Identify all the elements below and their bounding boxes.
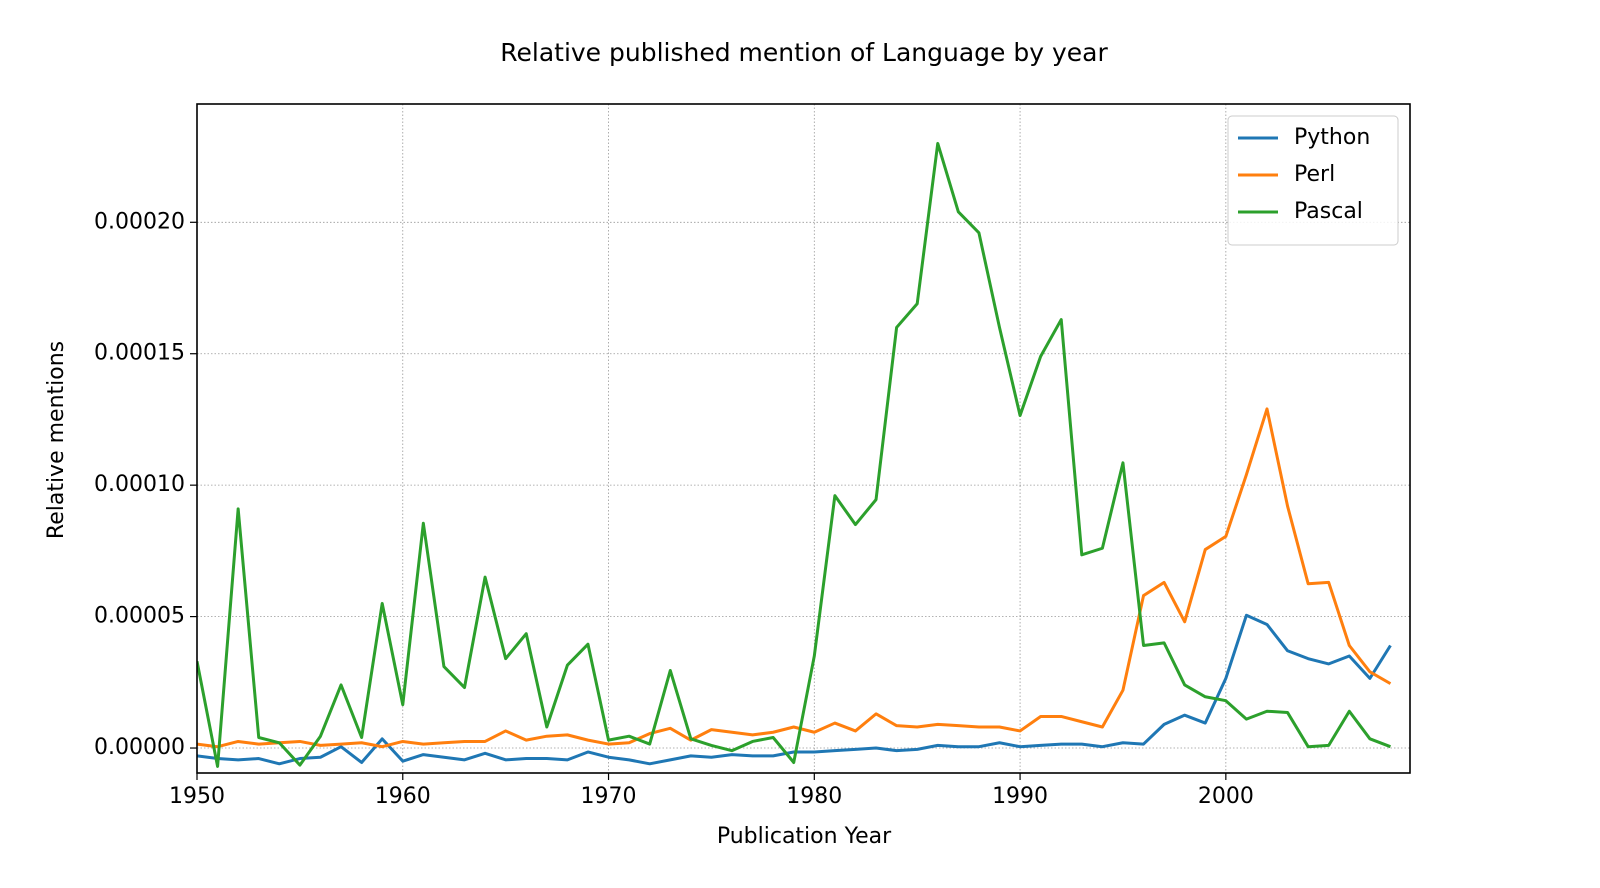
plot-frame (196, 103, 1411, 774)
x-tick-label: 1970 (581, 784, 637, 809)
y-tick-label: 0.00015 (94, 341, 185, 366)
x-tick-label: 1980 (786, 784, 842, 809)
y-tick-label: 0.00010 (94, 472, 185, 497)
legend-label: Perl (1294, 162, 1335, 187)
x-axis-label: Publication Year (717, 824, 892, 849)
x-tick-label: 1960 (375, 784, 431, 809)
y-axis-label: Relative mentions (44, 341, 69, 539)
legend-label: Pascal (1294, 199, 1363, 224)
x-tick-label: 1950 (169, 784, 225, 809)
y-tick-label: 0.00000 (94, 735, 185, 760)
legend-label: Python (1294, 125, 1370, 150)
series-line (197, 407, 1392, 749)
chart-title: Relative published mention of Language b… (500, 38, 1108, 67)
y-tick-label: 0.00005 (94, 604, 185, 629)
series-line (197, 613, 1392, 766)
y-tick-label: 0.00020 (94, 209, 185, 234)
x-tick-label: 1990 (992, 784, 1048, 809)
x-tick-label: 2000 (1198, 784, 1254, 809)
series-line (197, 141, 1391, 768)
